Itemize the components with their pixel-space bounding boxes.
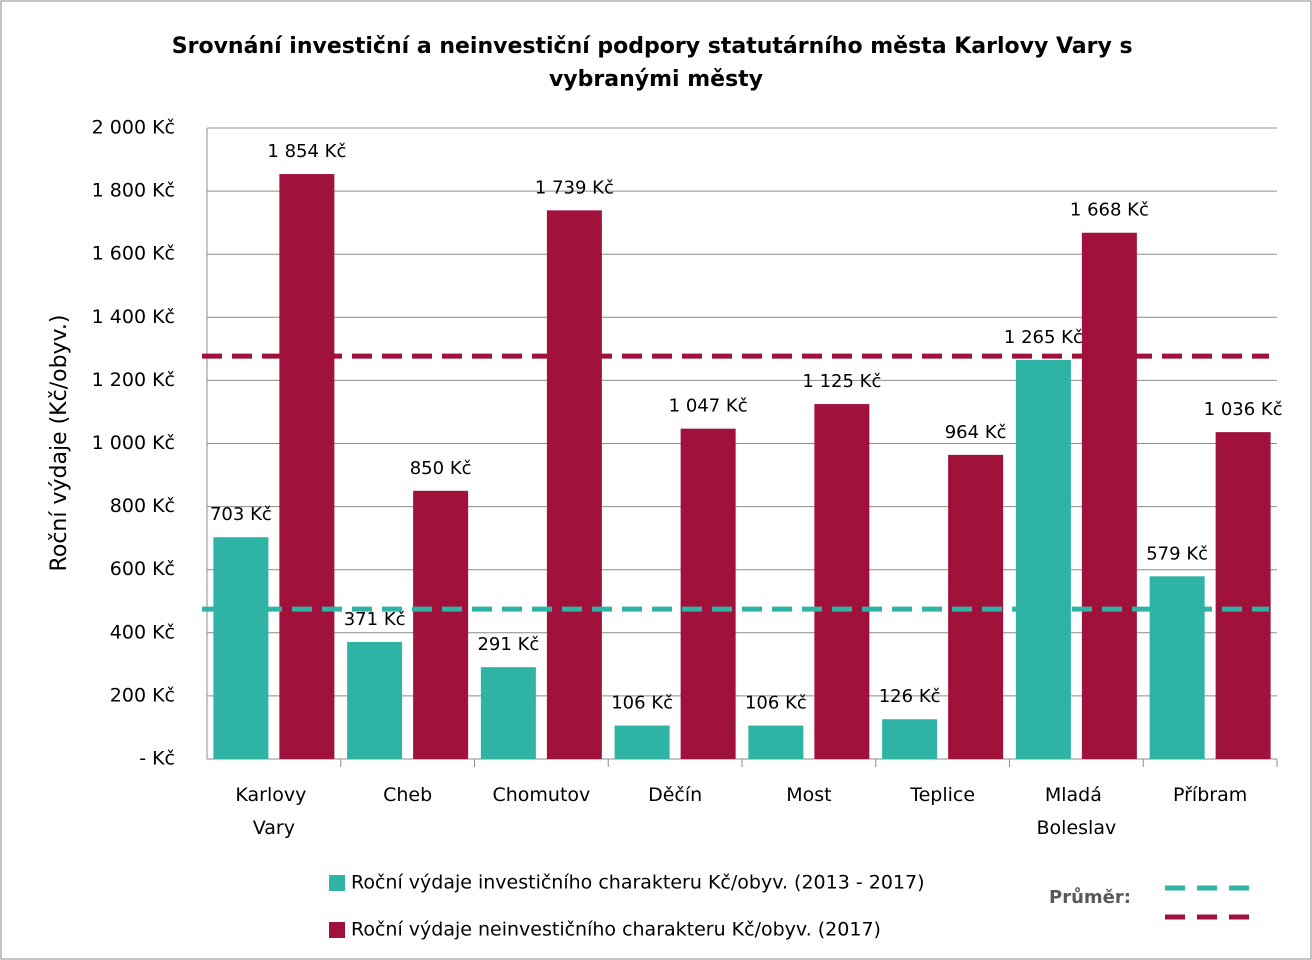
bar	[347, 641, 403, 759]
y-tick-label: 1 200 Kč	[92, 369, 175, 391]
y-tick-label: 1 600 Kč	[92, 243, 175, 265]
y-tick-label: 600 Kč	[110, 558, 175, 580]
data-label: 371 Kč	[344, 609, 406, 630]
bar	[1149, 576, 1205, 759]
bar	[213, 537, 269, 759]
bar	[480, 667, 536, 759]
data-label: 106 Kč	[745, 693, 807, 714]
x-tick-label: Chomutov	[492, 784, 590, 806]
x-tick-label: Mladá Boleslav	[1037, 784, 1117, 839]
bar	[1015, 359, 1071, 759]
y-tick-label: 1 400 Kč	[92, 306, 175, 328]
bar	[882, 719, 938, 759]
data-label: 703 Kč	[210, 504, 272, 525]
x-tick-label: Děčín	[648, 784, 702, 806]
y-axis-title: Roční výdaje (Kč/obyv.)	[47, 315, 72, 572]
data-label: 291 Kč	[477, 634, 539, 655]
legend-swatch	[329, 875, 345, 891]
y-tick-label: 800 Kč	[110, 495, 175, 517]
bar	[1215, 432, 1271, 759]
data-label: 1 265 Kč	[1004, 327, 1083, 348]
bar	[279, 174, 335, 760]
x-tick-label: Karlovy Vary	[235, 784, 312, 839]
bar	[680, 428, 736, 759]
legend-label: Roční výdaje investičního charakteru Kč/…	[351, 872, 925, 894]
legend-label: Roční výdaje neinvestičního charakteru K…	[351, 919, 881, 941]
bar	[814, 404, 870, 759]
data-label: 579 Kč	[1146, 543, 1208, 564]
x-tick-label: Příbram	[1173, 784, 1247, 806]
bar	[748, 725, 804, 759]
data-label: 106 Kč	[611, 693, 673, 714]
data-label: 1 739 Kč	[535, 177, 614, 198]
legend-swatch	[329, 922, 345, 938]
data-label: 964 Kč	[945, 422, 1007, 443]
y-tick-label: 2 000 Kč	[92, 117, 175, 139]
y-tick-label: 400 Kč	[110, 621, 175, 643]
y-tick-label: - Kč	[139, 748, 175, 770]
average-label: Průměr:	[1049, 886, 1131, 908]
data-label: 126 Kč	[879, 686, 941, 707]
bar	[614, 725, 670, 759]
data-label: 1 036 Kč	[1204, 399, 1283, 420]
x-tick-label: Teplice	[909, 784, 975, 806]
chart-title: Srovnání investiční a neinvestiční podpo…	[172, 34, 1140, 92]
data-label: 850 Kč	[410, 458, 472, 479]
data-label: 1 854 Kč	[267, 141, 346, 162]
y-tick-label: 1 800 Kč	[92, 180, 175, 202]
y-tick-label: 1 000 Kč	[92, 432, 175, 454]
bar	[546, 210, 602, 759]
data-label: 1 668 Kč	[1070, 200, 1149, 221]
x-tick-label: Cheb	[383, 784, 432, 806]
data-label: 1 125 Kč	[802, 371, 881, 392]
data-label: 1 047 Kč	[669, 396, 748, 417]
x-tick-label: Most	[786, 784, 831, 806]
bar	[413, 490, 469, 759]
y-tick-label: 200 Kč	[110, 684, 175, 706]
bar	[1081, 232, 1137, 760]
